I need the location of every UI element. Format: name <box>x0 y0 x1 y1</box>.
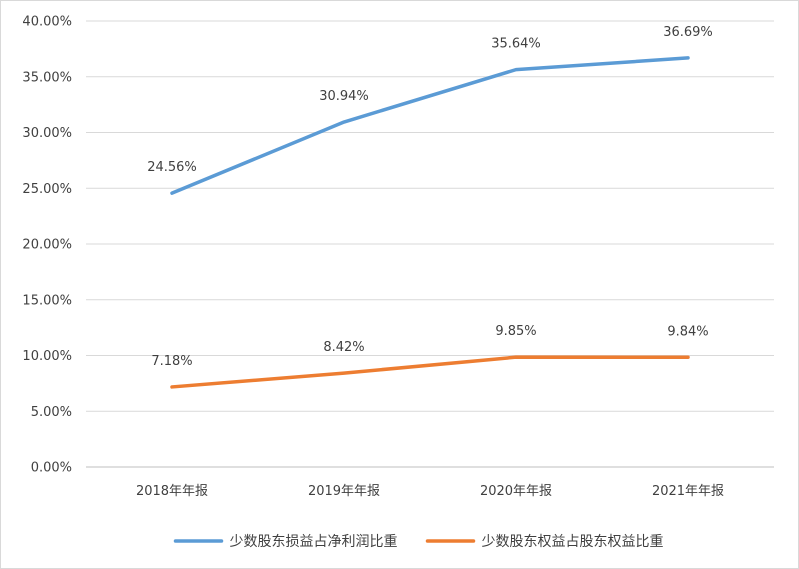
y-tick-label: 40.00% <box>22 15 72 30</box>
data-label: 8.42% <box>323 340 364 355</box>
legend-label: 少数股东损益占净利润比重 <box>230 534 398 550</box>
y-tick-label: 30.00% <box>22 126 72 141</box>
y-tick-label: 35.00% <box>22 70 72 85</box>
data-label: 35.64% <box>491 37 541 52</box>
data-label: 30.94% <box>319 89 369 104</box>
data-label: 36.69% <box>663 25 713 40</box>
y-tick-label: 10.00% <box>22 349 72 364</box>
series-line-1 <box>170 56 690 195</box>
x-tick-label: 2020年年报 <box>480 484 552 499</box>
x-tick-label: 2019年年报 <box>308 484 380 499</box>
y-tick-label: 5.00% <box>31 405 72 420</box>
x-tick-label: 2018年年报 <box>136 484 208 499</box>
x-tick-label: 2021年年报 <box>652 484 724 499</box>
data-label: 9.84% <box>667 324 708 339</box>
data-label: 9.85% <box>495 324 536 339</box>
series-line-2 <box>170 355 690 389</box>
y-tick-label: 15.00% <box>22 293 72 308</box>
data-label: 7.18% <box>151 354 192 369</box>
y-tick-label: 25.00% <box>22 182 72 197</box>
legend-label: 少数股东权益占股东权益比重 <box>482 534 664 550</box>
data-label: 24.56% <box>147 160 197 175</box>
y-tick-label: 20.00% <box>22 238 72 253</box>
y-tick-label: 0.00% <box>31 461 72 476</box>
